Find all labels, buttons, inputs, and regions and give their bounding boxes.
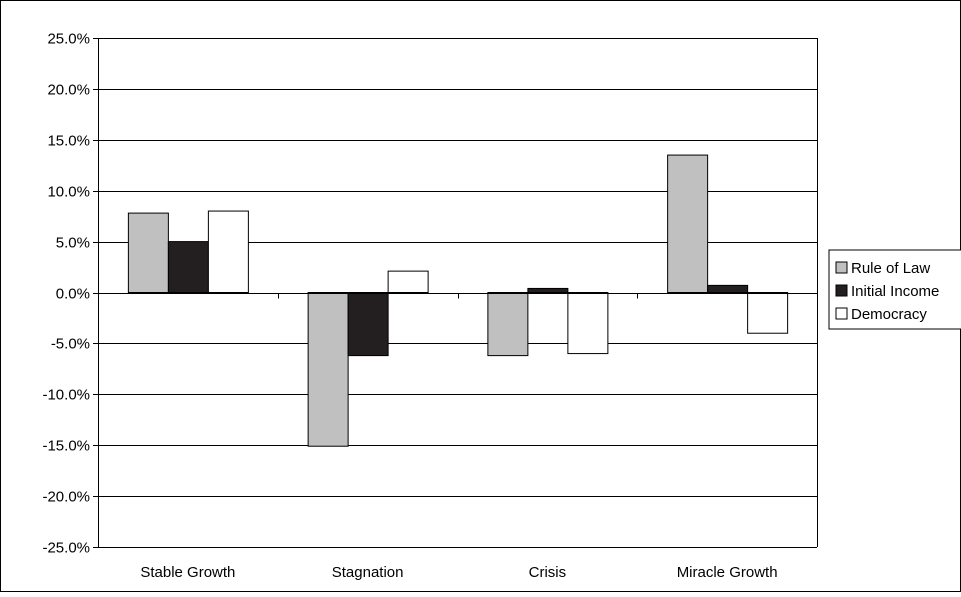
- y-tick-label: 10.0%: [47, 184, 90, 201]
- legend-swatch: [835, 261, 848, 274]
- bar: [527, 287, 569, 294]
- bar: [487, 292, 529, 357]
- bar: [167, 241, 209, 294]
- y-tick-label: -5.0%: [51, 336, 90, 353]
- x-tick-label: Miracle Growth: [677, 564, 778, 581]
- legend: Rule of Law Initial Income Democracy: [828, 249, 961, 330]
- bar: [747, 292, 789, 334]
- bar: [567, 292, 609, 355]
- y-tick-label: 20.0%: [47, 82, 90, 99]
- legend-label: Democracy: [851, 306, 927, 323]
- y-tick-label: 5.0%: [56, 235, 90, 252]
- bar: [707, 284, 749, 293]
- y-tick-label: 25.0%: [47, 31, 90, 48]
- y-tick-label: -15.0%: [42, 438, 90, 455]
- bar: [307, 292, 349, 447]
- bar: [667, 154, 709, 293]
- legend-label: Initial Income: [851, 283, 939, 300]
- bar: [347, 292, 389, 357]
- axes: [93, 38, 818, 548]
- legend-item: Democracy: [835, 306, 927, 323]
- legend-swatch: [835, 284, 848, 297]
- legend-item: Rule of Law: [835, 260, 930, 277]
- bars: [127, 154, 789, 447]
- legend-swatch: [835, 307, 848, 320]
- y-tick-label: -20.0%: [42, 489, 90, 506]
- x-tick-label: Stagnation: [332, 564, 404, 581]
- legend-item: Initial Income: [835, 283, 939, 300]
- legend-label: Rule of Law: [851, 260, 930, 277]
- tick-labels: 25.0% 20.0% 15.0% 10.0% 5.0% 0.0% -5.0% -10.0% -…: [42, 31, 777, 582]
- y-tick-label: 0.0%: [56, 286, 90, 303]
- legend-box: [828, 249, 961, 330]
- y-tick-label: -10.0%: [42, 387, 90, 404]
- x-tick-label: Stable Growth: [140, 564, 235, 581]
- bar: [127, 212, 169, 293]
- y-tick-label: -25.0%: [42, 540, 90, 557]
- x-tick-label: Crisis: [529, 564, 567, 581]
- bar: [207, 210, 249, 293]
- y-tick-label: 15.0%: [47, 133, 90, 150]
- bar: [387, 270, 429, 294]
